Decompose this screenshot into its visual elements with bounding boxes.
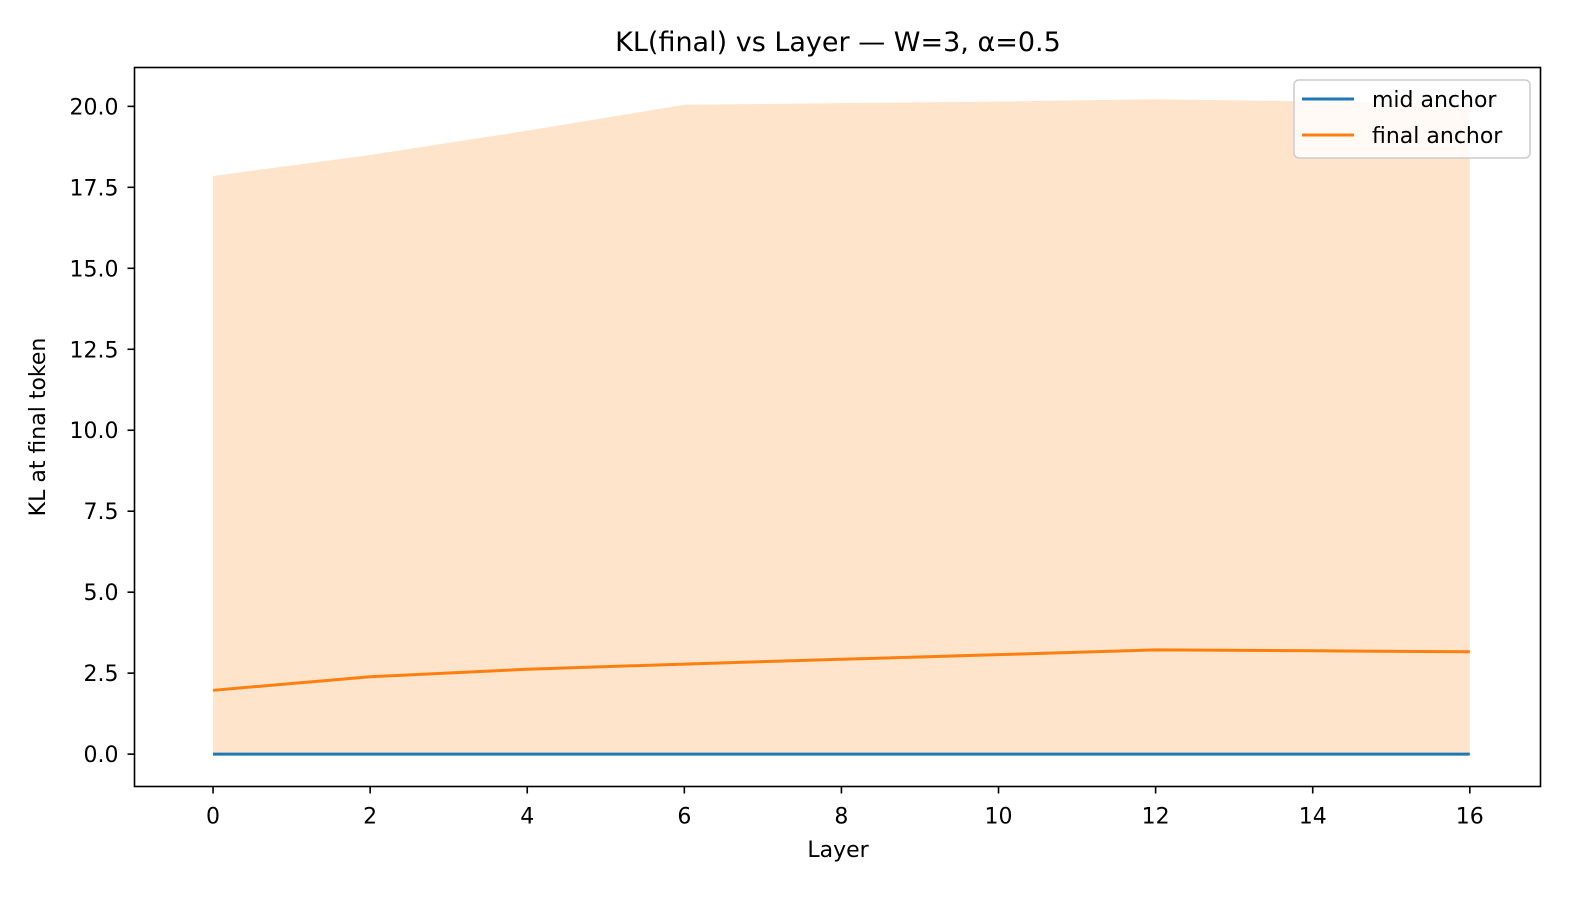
- legend-label-1: final anchor: [1372, 124, 1503, 149]
- x-tick-label: 2: [363, 805, 377, 830]
- x-tick-label: 12: [1142, 805, 1170, 830]
- x-tick-label: 14: [1299, 805, 1327, 830]
- y-axis-label: KL at final token: [26, 338, 51, 517]
- legend-label-0: mid anchor: [1372, 88, 1497, 113]
- legend: mid anchor final anchor: [1293, 79, 1531, 159]
- y-tick-label: 15.0: [70, 257, 119, 282]
- y-tick-label: 7.5: [84, 500, 119, 525]
- y-tick-label: 5.0: [84, 581, 119, 606]
- x-tick-label: 4: [520, 805, 534, 830]
- chart-title: KL(final) vs Layer — W=3, α=0.5: [615, 27, 1061, 58]
- x-axis-label: Layer: [807, 838, 869, 863]
- y-tick-label: 12.5: [70, 338, 119, 363]
- x-tick-label: 0: [206, 805, 220, 830]
- lines-layer: [212, 648, 1470, 756]
- x-axis: 0 2 4 6 8 10 12 14 16: [206, 786, 1484, 830]
- x-tick-label: 10: [985, 805, 1013, 830]
- y-tick-label: 10.0: [70, 419, 119, 444]
- y-tick-label: 2.5: [84, 662, 119, 687]
- x-tick-label: 8: [834, 805, 848, 830]
- band-series-1: [213, 99, 1470, 755]
- legend-entries: mid anchor final anchor: [1302, 88, 1503, 149]
- y-tick-label: 20.0: [70, 95, 119, 120]
- x-tick-label: 6: [677, 805, 691, 830]
- bands-layer: [213, 99, 1470, 755]
- y-tick-label: 17.5: [70, 176, 119, 201]
- y-axis: 0.0 2.5 5.0 7.5 10.0 12.5 15.0 17.5 20.0: [70, 95, 135, 768]
- y-tick-label: 0.0: [84, 743, 119, 768]
- plot-frame: [133, 66, 1542, 788]
- x-tick-label: 16: [1456, 805, 1484, 830]
